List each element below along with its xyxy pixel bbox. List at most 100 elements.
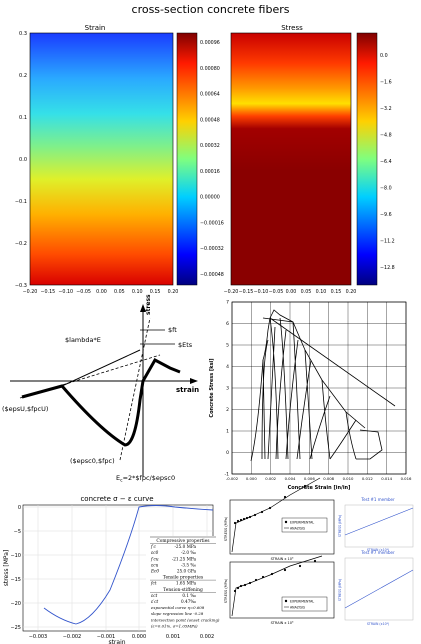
test1-ylabel: STRESS (MPa) <box>224 516 228 541</box>
cyclic-y-tick: 5 <box>226 343 229 349</box>
curve-x-tick: 0.000 <box>132 634 146 640</box>
strainY-label: −0.3 <box>15 283 27 289</box>
schematic-epsc0-label: ($epsc0,$fpc) <box>70 457 115 465</box>
test1-right-xlabel: STRAIN (x10³) <box>367 548 389 552</box>
test7-point <box>283 568 287 572</box>
strainX-label: 0.00 <box>96 289 107 295</box>
strain-x-ticks: −0.20 −0.15 −0.10 −0.05 0.00 0.05 0.10 0.15 0.20 <box>23 289 179 295</box>
strainX-label: −0.05 <box>76 289 91 295</box>
cyclic-x-tick: 0.016 <box>401 476 412 481</box>
strainY-label: 0.2 <box>19 73 27 79</box>
strain-title: Strain <box>85 24 106 32</box>
test7-legend <box>281 596 328 612</box>
strainCB-label: −0.00032 <box>200 246 224 252</box>
strainY-label: 0.0 <box>19 157 27 163</box>
test1-title: Test #1 member <box>360 497 395 502</box>
cyclic-y-tick: 6 <box>226 321 229 327</box>
test7-point <box>248 581 252 585</box>
test1-point <box>242 517 246 521</box>
strainCB-label: 0.00096 <box>200 40 220 46</box>
strainX-label: −0.20 <box>23 289 38 295</box>
curve-table-heading: Compressive properties <box>156 539 210 544</box>
stress-colorbar-ticks: 0.0 −1.6 −3.2 −4.8 −6.4 −8.0 −9.6 −11.2 −12.8 <box>380 53 395 271</box>
cyclic-grid <box>231 301 407 475</box>
curve-table-note: (ε=0.01%, σ=1.05MPa) <box>151 623 198 628</box>
stressCB-label: −3.2 <box>380 106 392 112</box>
curve-table-note: intersection point (onset cracking) <box>151 617 220 622</box>
stressCB-label: −4.8 <box>380 133 392 139</box>
stressX-label: 0.05 <box>301 289 312 295</box>
stressX-label: 0.10 <box>316 289 327 295</box>
schematic-ets-label: $Ets <box>178 341 193 349</box>
test1-point <box>236 519 240 523</box>
curve-table-key: f′cu <box>150 556 159 561</box>
curve-y-tick: −15 <box>10 577 21 583</box>
curve-x-tick: −0.002 <box>63 634 82 640</box>
schematic-stress-label: stress <box>145 294 152 315</box>
stressCB-label: −9.6 <box>380 212 392 218</box>
curve-table-key: εc0 <box>151 550 159 555</box>
stressX-label: 0.20 <box>346 289 357 295</box>
cyclic-x-tick: 0.014 <box>381 476 392 481</box>
test7-legend-ana: ANALYSIS <box>290 606 305 610</box>
test1-point <box>248 515 252 519</box>
test1-legend-marker <box>284 520 288 524</box>
strainCB-label: 0.00048 <box>200 117 220 123</box>
curve-table-key: Ec0 <box>150 569 159 574</box>
schematic-lambda-line <box>19 354 161 399</box>
curve-xlabel: strain <box>108 639 125 644</box>
cyclic-x-tick: 0.012 <box>362 476 373 481</box>
curve-ylabel: stress [MPa] <box>3 550 10 587</box>
curve-table-key: fct <box>150 581 157 586</box>
strainX-label: 0.15 <box>150 289 161 295</box>
strainCB-label: 0.00032 <box>200 143 220 149</box>
test7-point <box>239 584 243 588</box>
test7-points <box>233 559 317 593</box>
schematic-ec-label: Ec=2*$fpc/$epsc0 <box>116 474 175 484</box>
strainY-label: −0.1 <box>15 199 27 205</box>
strainCB-label: 0.00016 <box>200 169 220 175</box>
schematic-ft-label: $ft <box>168 326 177 334</box>
schematic-curve <box>21 357 181 447</box>
curve-table-note: exponential curve η=0.608 <box>151 605 205 610</box>
test7-point <box>236 586 240 590</box>
curve-table-value: -2.0 ‰ <box>181 550 196 555</box>
cyclic-y-tick: 1 <box>226 429 229 435</box>
curve-ticks: 0 −5 −10 −15 −20 −25 −0.003 −0.002 −0.001 0.000 0.… <box>10 505 214 640</box>
curve-line <box>43 505 214 625</box>
schematic-strain-label: strain <box>176 386 199 394</box>
cyclic-y-tick: 2 <box>226 407 229 413</box>
strainX-label: 0.10 <box>132 289 143 295</box>
page-title: cross-section concrete fibers <box>131 3 290 16</box>
cyclic-y-tick: 4 <box>226 364 229 370</box>
strain-colorbar <box>176 32 198 286</box>
test1-legend-ana: ANALYSIS <box>290 527 305 531</box>
stressX-label: 0.00 <box>286 289 297 295</box>
stress-x-ticks: −0.20 −0.15 −0.10 −0.05 0.00 0.05 0.10 0.15 0.20 <box>224 289 357 295</box>
test1-legend <box>281 517 328 533</box>
curve-table-heading: Tensile properties <box>163 576 204 581</box>
curve-table-value: 25.0 GPa <box>177 569 197 574</box>
cyclic-x-tick: 0.000 <box>246 476 257 481</box>
stressCB-label: −6.4 <box>380 159 392 165</box>
cyclic-x-tick: 0.008 <box>323 476 334 481</box>
test7-legend-exp: EXPERIMENTAL <box>290 600 314 604</box>
cyclic-ticks: 7 6 5 4 3 2 1 0 -1-0.002 0.000 0.002 0.004 0.006 0.00… <box>225 300 413 482</box>
cyclic-y-tick: -1 <box>225 472 230 478</box>
curve-x-tick: 0.001 <box>166 634 180 640</box>
test7-right-ylabel: STRESS (MPa) <box>338 579 342 601</box>
cyclic-ylabel: Concrete Stress [ksi] <box>209 358 215 417</box>
test7-point <box>298 564 302 568</box>
curve-table-key: εcu <box>151 562 159 567</box>
cyclic-x-tick: 0.006 <box>304 476 315 481</box>
stressX-label: −0.10 <box>254 289 269 295</box>
stress-heatmap <box>230 32 352 286</box>
curve-x-tick: −0.001 <box>97 634 116 640</box>
test1-right-line <box>344 507 414 536</box>
strainY-label: −0.2 <box>15 241 27 247</box>
curve-table-value: -21.25 MPa <box>172 556 197 561</box>
test7-point <box>233 589 237 593</box>
stress-colorbar <box>356 32 378 286</box>
curve-table-value: 0.1 ‰ <box>182 593 196 598</box>
